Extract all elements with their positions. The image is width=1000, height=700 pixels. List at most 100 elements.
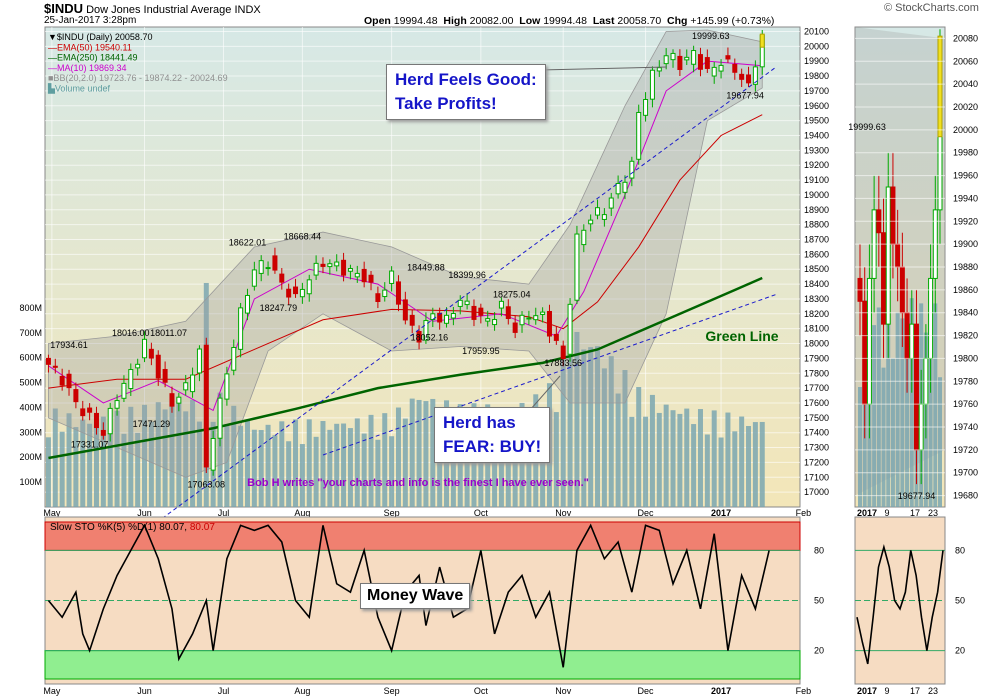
volume-bar [66, 413, 72, 507]
volume-bar [718, 437, 724, 507]
y-tick-label: 20100 [804, 26, 829, 36]
x-tick-label: 2017 [711, 508, 731, 518]
zoom-y-tick-label: 19700 [953, 468, 978, 478]
candle-body [430, 313, 436, 321]
candle-body [210, 437, 216, 471]
volume-bar [306, 419, 312, 507]
candle-body [231, 347, 237, 371]
high-value: 20082.00 [469, 15, 514, 27]
price-label: 18016.00 [112, 328, 150, 338]
zoom-y-tick-label: 19860 [953, 285, 978, 295]
y-tick-label: 18900 [804, 205, 829, 215]
zoom-x-tick-label: 2017 [857, 508, 877, 518]
volume-bar [629, 416, 635, 507]
price-label: 18399.96 [448, 270, 486, 280]
zoom-y-tick-label: 19940 [953, 193, 978, 203]
volume-bar [601, 368, 607, 507]
volume-bar [704, 434, 710, 507]
herd-fear-line2: FEAR: BUY! [443, 437, 542, 456]
candle-body [286, 288, 292, 298]
price-label: 18275.04 [493, 289, 531, 299]
volume-bar [231, 405, 237, 507]
candle-body [670, 52, 676, 61]
volume-tick-label: 100M [19, 477, 42, 487]
price-label: 17063.08 [188, 480, 226, 490]
zoom-y-tick-label: 19920 [953, 216, 978, 226]
volume-bar [162, 409, 168, 507]
sto-level-label: 20 [814, 646, 824, 656]
volume-bar [251, 429, 257, 507]
candle-body [217, 397, 223, 439]
volume-bar [643, 416, 649, 507]
candle-body [746, 74, 752, 84]
sto-x-tick-label: Aug [294, 686, 310, 696]
x-tick-label: Nov [555, 508, 572, 518]
legend-entry: ■BB(20,2.0) 19723.76 - 19874.22 - 20024.… [48, 73, 228, 83]
candle-body [526, 317, 532, 320]
zoom-x-tick-label: 9 [884, 508, 889, 518]
y-tick-label: 17700 [804, 383, 829, 393]
candle-body [73, 389, 79, 403]
candle-body [649, 69, 655, 100]
zoom-sto-level-label: 80 [955, 545, 965, 555]
zoom-volume-bar [933, 303, 938, 507]
volume-tick-label: 800M [19, 303, 42, 313]
y-tick-label: 19700 [804, 86, 829, 96]
zoom-y-tick-label: 19960 [953, 171, 978, 181]
candle-body [540, 311, 546, 315]
candle-body [382, 289, 388, 298]
volume-tick-label: 400M [19, 402, 42, 412]
candle-body [444, 314, 450, 324]
low-label: Low [519, 15, 541, 27]
bollinger-band [48, 29, 763, 478]
zoom-price-label: 19999.63 [848, 122, 886, 132]
volume-bar [752, 422, 758, 507]
zoom-y-tick-label: 19720 [953, 445, 978, 455]
zoom-volume-bar [909, 298, 914, 507]
y-tick-label: 17400 [804, 428, 829, 438]
x-tick-label: Jun [137, 508, 152, 518]
zoom-y-tick-label: 20020 [953, 102, 978, 112]
volume-bar [361, 433, 367, 507]
candle-body [59, 375, 65, 386]
y-tick-label: 18500 [804, 264, 829, 274]
candle-body [169, 393, 175, 407]
zoom-plot-area [855, 27, 945, 507]
candle-body [162, 368, 168, 383]
zoom-candle-body [909, 323, 915, 359]
volume-bar [395, 407, 401, 507]
volume-bar [148, 421, 154, 507]
legend-entry: —MA(10) 19869.34 [48, 63, 127, 73]
exchange-label: INDX [234, 4, 261, 16]
volume-bar [389, 436, 395, 507]
volume-bar [87, 423, 93, 507]
candle-body [93, 412, 99, 429]
sto-x-tick-label: Oct [474, 686, 489, 696]
volume-bar [684, 408, 690, 507]
candle-body [135, 363, 141, 369]
volume-bar [258, 430, 264, 507]
zoom-sto-x-tick-label: 23 [928, 686, 938, 696]
herd-fear-callout: Herd has FEAR: BUY! [434, 407, 551, 463]
x-tick-label: Jul [218, 508, 230, 518]
candle-body [107, 407, 113, 435]
volume-bar [217, 392, 223, 507]
legend-entry: —EMA(250) 18441.49 [48, 53, 138, 63]
zoom-y-tick-label: 19900 [953, 239, 978, 249]
volume-bar [567, 355, 573, 507]
volume-bar [80, 419, 86, 507]
volume-bar [73, 427, 79, 507]
volume-bar [670, 410, 676, 507]
y-tick-label: 19900 [804, 56, 829, 66]
zoom-y-tick-label: 19880 [953, 262, 978, 272]
volume-bar [553, 412, 559, 507]
zoom-volume-bar [928, 332, 933, 507]
testimonial-text: Bob H writes "your charts and info is th… [247, 477, 589, 489]
y-tick-label: 17300 [804, 443, 829, 453]
price-label: 18052.16 [411, 333, 449, 343]
candle-body [567, 303, 573, 355]
candle-body [155, 354, 161, 379]
trend-line [116, 66, 777, 552]
money-wave-callout: Money Wave [360, 583, 471, 609]
candle-body [327, 263, 333, 268]
